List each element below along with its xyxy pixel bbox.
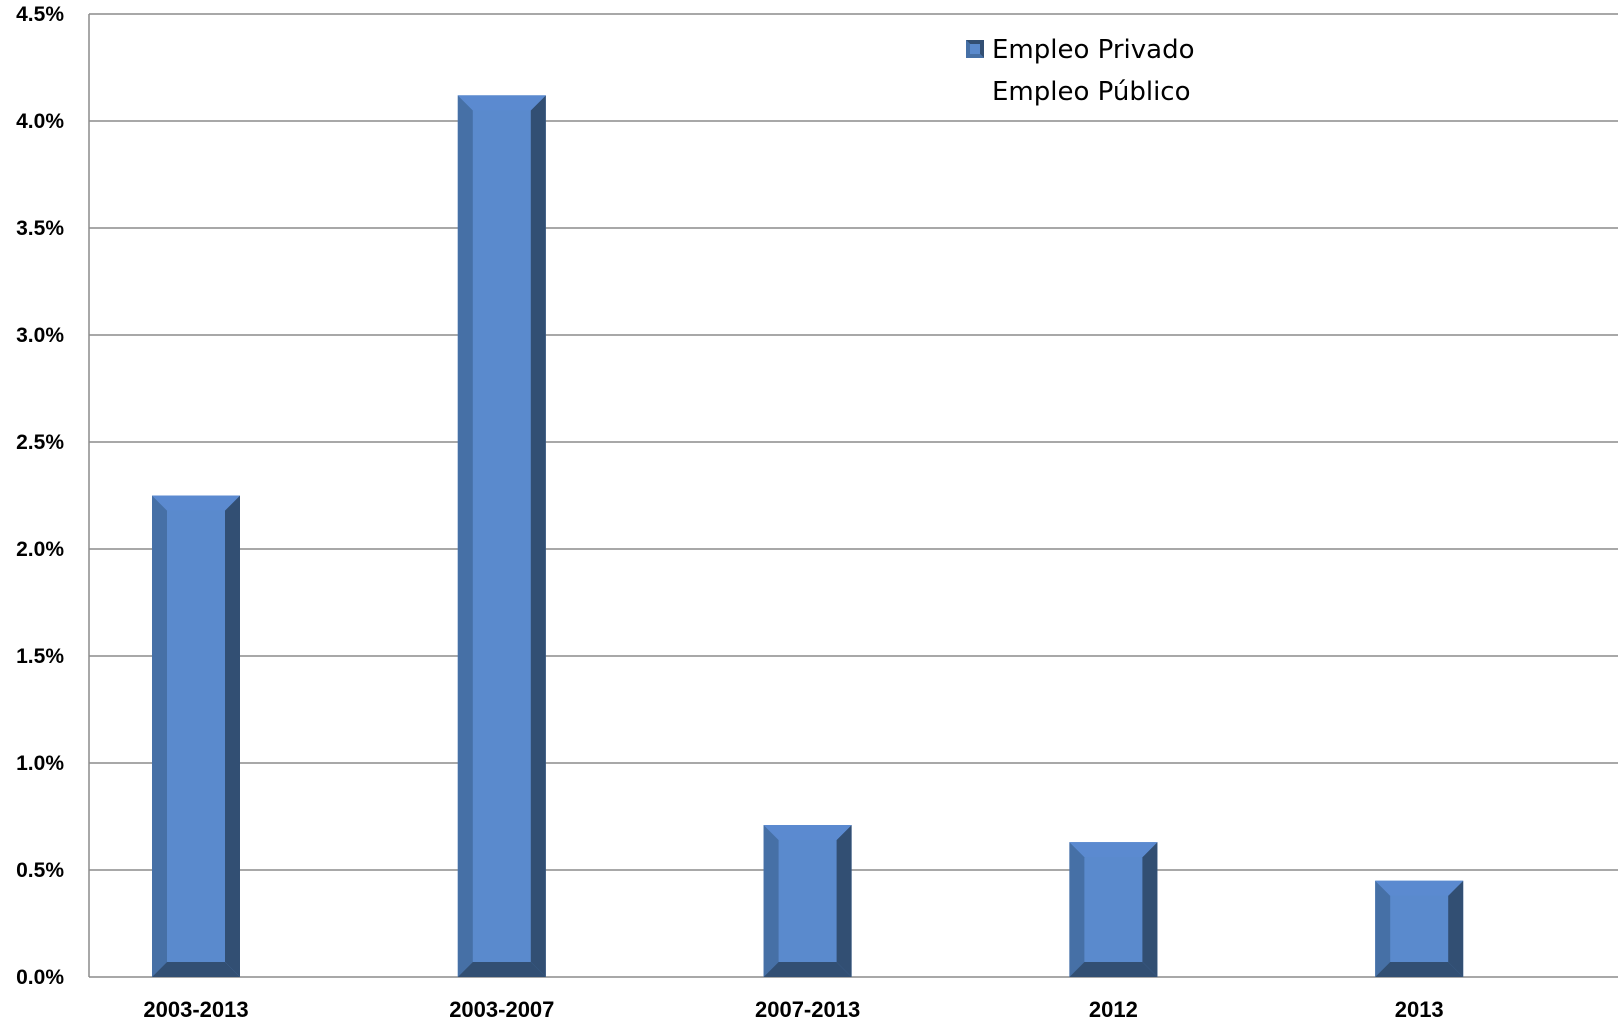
- y-tick-label: 2.0%: [16, 538, 64, 561]
- y-tick-label: 1.5%: [16, 645, 64, 668]
- bar-2013: [1375, 880, 1464, 977]
- legend-entry-empleo-privado: Empleo Privado: [966, 35, 1195, 65]
- y-tick-label: 3.0%: [16, 324, 64, 347]
- x-category-label: 2012: [1089, 997, 1138, 1022]
- bar-2003-2007: [457, 95, 546, 977]
- x-category-label: 2003-2013: [143, 997, 248, 1022]
- gridlines: [89, 13, 1618, 871]
- axes: [88, 14, 1618, 978]
- y-tick-label: 4.5%: [16, 3, 64, 26]
- x-category-label: 2003-2007: [449, 997, 554, 1022]
- legend-entry-empleo-publico: Empleo Público: [992, 77, 1191, 107]
- y-axis-tick-labels: 0.0% 0.5% 1.0% 1.5% 2.0% 2.5% 3.0% 3.5% 4.0% 4.5%: [16, 3, 64, 989]
- bars: [152, 95, 1464, 977]
- legend: Empleo Privado Empleo Público: [966, 35, 1195, 107]
- y-tick-label: 0.5%: [16, 859, 64, 882]
- bar-2007-2013: [763, 825, 852, 977]
- y-tick-label: 1.0%: [16, 752, 64, 775]
- x-category-label: 2013: [1395, 997, 1444, 1022]
- bar-2003-2013: [152, 495, 240, 977]
- y-tick-label: 0.0%: [16, 966, 64, 989]
- y-tick-label: 4.0%: [16, 110, 64, 133]
- legend-swatch-empleo-privado: [966, 40, 984, 58]
- x-category-label: 2007-2013: [755, 997, 860, 1022]
- legend-label-empleo-privado: Empleo Privado: [992, 35, 1195, 65]
- y-tick-label: 2.5%: [16, 431, 64, 454]
- y-tick-label: 3.5%: [16, 217, 64, 240]
- legend-label-empleo-publico: Empleo Público: [992, 77, 1191, 107]
- x-axis-category-labels: 2003-2013 2003-2007 2007-2013 2012 2013: [143, 997, 1443, 1022]
- bar-2012: [1069, 842, 1158, 977]
